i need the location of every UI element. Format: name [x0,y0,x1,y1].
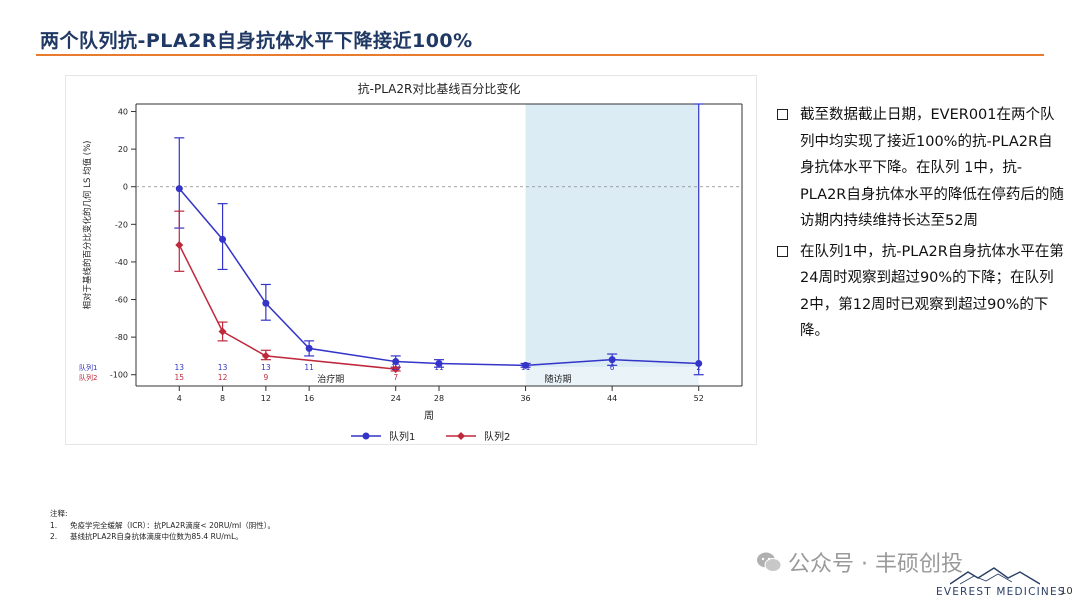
legend-marker [457,432,465,440]
followup-region [525,104,699,368]
risk-count: 13 [218,363,228,372]
percent-change-chart: 抗-PLA2R对比基线百分比变化 40 20 0 -20 -40 -60 -80 -100 4 8 1… [79,81,743,443]
checkbox-bullet-icon [777,109,788,120]
bullet-item: 在队列1中，抗-PLA2R自身抗体水平在第24周时观察到超过90%的下降；在队列… [775,239,1065,345]
risk-count: 13 [391,363,401,372]
risk-count: 7 [393,373,398,382]
risk-count: 13 [261,363,271,372]
data-point [695,359,703,367]
wechat-watermark: 公众号 · 丰硕创投 [756,546,963,578]
x-tick-label: 12 [261,394,271,403]
y-tick-label: -40 [115,258,128,267]
followup-region-lower [525,367,699,386]
watermark-text: 公众号 · 丰硕创投 [788,552,963,577]
legend-label: 队列2 [484,430,510,443]
data-point [261,351,270,360]
data-point [262,299,270,307]
slide-title: 两个队列抗-PLA2R自身抗体水平下降接近100% [40,30,473,52]
y-tick-label: -80 [115,333,128,342]
x-tick-label: 24 [391,394,401,403]
region-label: 治疗期 [317,373,344,385]
risk-count: 11 [304,363,314,372]
footnote-text: 免疫学完全缓解（ICR）：抗PLA2R滴度< 20RU/ml（阴性）。 [70,520,275,530]
footnote-text: 基线抗PLA2R自身抗体滴度中位数为85.4 RU/mL。 [70,532,243,541]
data-point [435,359,443,367]
x-tick-label: 44 [607,394,617,403]
footnote-row: 1. 免疫学完全缓解（ICR）：抗PLA2R滴度< 20RU/ml（阴性）。 [50,520,275,532]
risk-count: 11 [521,363,531,372]
data-point [175,241,184,249]
data-point [608,356,616,364]
risk-count: 12 [218,373,228,382]
x-tick-label: 52 [694,394,704,403]
data-point [392,358,400,366]
risk-count: 15 [175,373,185,382]
brand-name: EVEREST MEDICINES [936,586,1066,598]
data-point [175,185,183,193]
x-tick-label: 8 [220,394,225,403]
risk-count: 9 [263,373,268,382]
bullet-text: 在队列1中，抗-PLA2R自身抗体水平在第24周时观察到超过90%的下降；在队列… [800,243,1064,340]
wechat-icon [757,552,782,572]
footnote-heading: 注释: [50,509,68,518]
legend-label: 队列1 [389,430,415,443]
y-tick-label: -100 [110,371,128,380]
risk-row-label: 队列2 [79,373,97,382]
chart-panel: 抗-PLA2R对比基线百分比变化 40 20 0 -20 -40 -60 -80 -100 4 8 1… [65,75,757,445]
bullet-list: 截至数据截止日期，EVER001在两个队列中均实现了接近100%的抗-PLA2R… [775,102,1065,349]
mountain-logo-icon [950,567,1040,585]
x-axis-label: 周 [424,410,434,422]
data-point [305,344,313,352]
data-point [219,235,227,243]
y-tick-label: 20 [118,145,128,154]
risk-count: 6 [610,363,615,372]
bullet-item: 截至数据截止日期，EVER001在两个队列中均实现了接近100%的抗-PLA2R… [775,102,1065,235]
risk-count: 13 [175,363,185,372]
risk-row-label: 队列1 [79,363,97,372]
y-tick-label: -20 [115,220,128,229]
risk-count: 2 [696,363,701,372]
x-tick-label: 4 [177,394,182,403]
page-number: 10 [1060,586,1073,597]
y-tick-label: 40 [118,108,128,117]
legend-marker [362,432,370,440]
chart-title: 抗-PLA2R对比基线百分比变化 [358,81,521,96]
region-label: 随访期 [545,373,572,385]
x-tick-label: 28 [434,394,444,403]
series-line [178,244,396,370]
risk-count: 11 [434,363,444,372]
title-divider [36,54,1044,56]
footnote-row: 2. 基线抗PLA2R自身抗体滴度中位数为85.4 RU/mL。 [50,531,275,543]
data-point [522,361,530,369]
bullet-text: 截至数据截止日期，EVER001在两个队列中均实现了接近100%的抗-PLA2R… [800,107,1064,229]
footnote-number: 2. [50,532,58,541]
y-tick-label: 0 [123,183,128,192]
footnote-number: 1. [50,520,58,530]
y-tick-label: -60 [115,296,128,305]
data-point [391,365,400,374]
footnotes: 注释: 1. 免疫学完全缓解（ICR）：抗PLA2R滴度< 20RU/ml（阴性）… [50,508,275,543]
y-axis-label: 相对于基线的百分比变化的几何 LS 均值 (%) [82,141,93,310]
data-point [218,327,227,336]
checkbox-bullet-icon [777,245,788,257]
x-tick-label: 36 [520,394,530,403]
x-tick-label: 16 [304,394,314,403]
